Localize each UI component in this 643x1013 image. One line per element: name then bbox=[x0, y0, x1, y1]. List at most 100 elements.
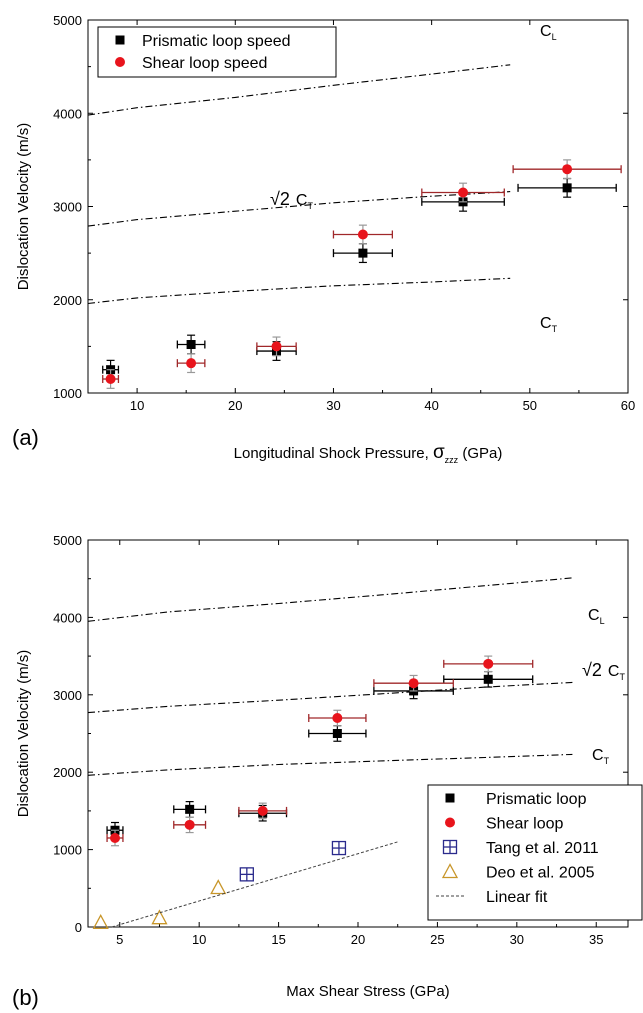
data-point bbox=[110, 832, 120, 843]
panel-label: (b) bbox=[12, 985, 39, 1010]
legend-marker bbox=[115, 35, 125, 45]
x-axis-label-symbol: σ bbox=[433, 442, 445, 463]
panel-label: (a) bbox=[12, 425, 39, 450]
series-2 bbox=[239, 840, 347, 882]
reference-line-subscript: L bbox=[600, 616, 605, 626]
x-axis-label-text: Longitudinal Shock Pressure, bbox=[234, 445, 433, 462]
y-tick-label: 3000 bbox=[53, 200, 82, 215]
legend-label: Tang et al. 2011 bbox=[486, 840, 599, 857]
data-point bbox=[458, 187, 469, 198]
data-point bbox=[257, 805, 268, 816]
reference-line-symbol: C bbox=[540, 315, 552, 332]
series-0 bbox=[102, 177, 617, 380]
reference-line-symbol: C bbox=[296, 192, 308, 209]
x-tick-label: 25 bbox=[430, 932, 444, 947]
x-axis-label-subscript: zzz bbox=[445, 455, 459, 465]
reference-line-2 bbox=[87, 277, 511, 305]
legend-label: Shear loop bbox=[486, 816, 563, 833]
legend-marker bbox=[445, 817, 455, 828]
x-axis-label: Max Shear Stress (GPa) bbox=[286, 983, 449, 1000]
y-tick-label: 2000 bbox=[53, 293, 82, 308]
legend-box bbox=[427, 784, 643, 921]
legend: Prismatic loop speed Shear loop speed bbox=[97, 26, 337, 78]
reference-line-symbol: C bbox=[592, 747, 604, 764]
data-point bbox=[357, 229, 368, 240]
reference-line-label-1: √2 CT bbox=[582, 660, 625, 682]
data-point bbox=[332, 729, 342, 738]
reference-line-symbol: C bbox=[540, 23, 552, 40]
legend-label: Shear loop speed bbox=[142, 55, 267, 72]
legend-marker bbox=[115, 57, 125, 67]
reference-line-0 bbox=[87, 577, 573, 622]
legend: Prismatic loop Shear loop Tang et al. 2011… bbox=[427, 784, 643, 921]
legend-box bbox=[97, 26, 337, 78]
data-point bbox=[186, 340, 196, 350]
reference-line-label-0: CL bbox=[588, 607, 605, 626]
x-tick-label: 10 bbox=[130, 398, 144, 413]
panel-a: 10 20 30 40 50 60 1000 2000 3000 4000 5000 Dislocat… bbox=[12, 13, 635, 465]
x-tick-label: 30 bbox=[326, 398, 340, 413]
legend-marker bbox=[441, 863, 459, 879]
data-point bbox=[562, 164, 573, 175]
x-axis-label-text: Max Shear Stress (GPa) bbox=[286, 983, 449, 1000]
reference-line-symbol: C bbox=[588, 607, 600, 624]
reference-line-subscript: T bbox=[619, 672, 625, 682]
series-4 bbox=[111, 841, 398, 928]
panel-b: 5 10 15 20 25 30 35 0 1000 2000 3000 4000 5000 Disloc… bbox=[12, 533, 643, 1010]
legend-label: Prismatic loop bbox=[486, 791, 587, 808]
x-tick-label: 10 bbox=[192, 932, 206, 947]
data-point bbox=[186, 358, 197, 369]
x-tick-label: 60 bbox=[621, 398, 635, 413]
data-point bbox=[483, 674, 493, 684]
y-tick-label: 3000 bbox=[53, 688, 82, 703]
data-point bbox=[271, 341, 282, 352]
data-point bbox=[184, 819, 195, 830]
x-axis-label-unit: (GPa) bbox=[458, 445, 502, 462]
reference-line-subscript: T bbox=[307, 201, 313, 211]
data-point bbox=[210, 879, 227, 895]
y-tick-label: 5000 bbox=[53, 13, 82, 28]
series-3 bbox=[92, 879, 227, 930]
x-tick-label: 20 bbox=[228, 398, 242, 413]
x-tick-label: 5 bbox=[116, 932, 123, 947]
x-tick-label: 35 bbox=[589, 932, 603, 947]
reference-line-symbol: C bbox=[608, 663, 620, 680]
x-tick-label: 50 bbox=[523, 398, 537, 413]
data-point bbox=[483, 658, 494, 669]
y-tick-label: 1000 bbox=[53, 843, 82, 858]
data-point bbox=[92, 913, 109, 930]
data-point bbox=[151, 909, 168, 925]
data-point bbox=[332, 713, 343, 724]
reference-line-label-0: CL bbox=[540, 23, 557, 42]
reference-line-subscript: T bbox=[604, 756, 610, 766]
series-1 bbox=[106, 655, 534, 847]
y-tick-label: 0 bbox=[75, 920, 82, 935]
legend-marker bbox=[445, 793, 455, 803]
reference-line-label-2: CT bbox=[592, 747, 610, 766]
reference-line-label-1: √2 CT bbox=[270, 189, 313, 211]
reference-line-label-2: CT bbox=[540, 315, 558, 334]
legend-label: Deo et al. 2005 bbox=[486, 865, 595, 882]
y-tick-label: 1000 bbox=[53, 386, 82, 401]
legend-label: Linear fit bbox=[486, 889, 548, 906]
linear-fit-line bbox=[111, 841, 398, 928]
legend-label: Prismatic loop speed bbox=[142, 33, 291, 50]
data-point bbox=[408, 678, 419, 689]
data-point bbox=[185, 804, 195, 814]
x-tick-label: 40 bbox=[424, 398, 438, 413]
x-tick-label: 20 bbox=[351, 932, 365, 947]
y-axis-label: Dislocation Velocity (m/s) bbox=[15, 650, 32, 818]
y-axis-label: Dislocation Velocity (m/s) bbox=[15, 123, 32, 291]
y-tick-label: 2000 bbox=[53, 765, 82, 780]
data-point bbox=[562, 183, 572, 193]
reference-line-prefix: √2 bbox=[270, 189, 290, 209]
reference-line-1 bbox=[87, 191, 511, 227]
reference-line-2 bbox=[87, 753, 573, 776]
y-tick-label: 5000 bbox=[53, 533, 82, 548]
data-point bbox=[105, 374, 116, 385]
reference-line-0 bbox=[87, 64, 511, 116]
x-tick-label: 15 bbox=[271, 932, 285, 947]
y-tick-label: 4000 bbox=[53, 106, 82, 121]
data-point bbox=[358, 248, 368, 258]
